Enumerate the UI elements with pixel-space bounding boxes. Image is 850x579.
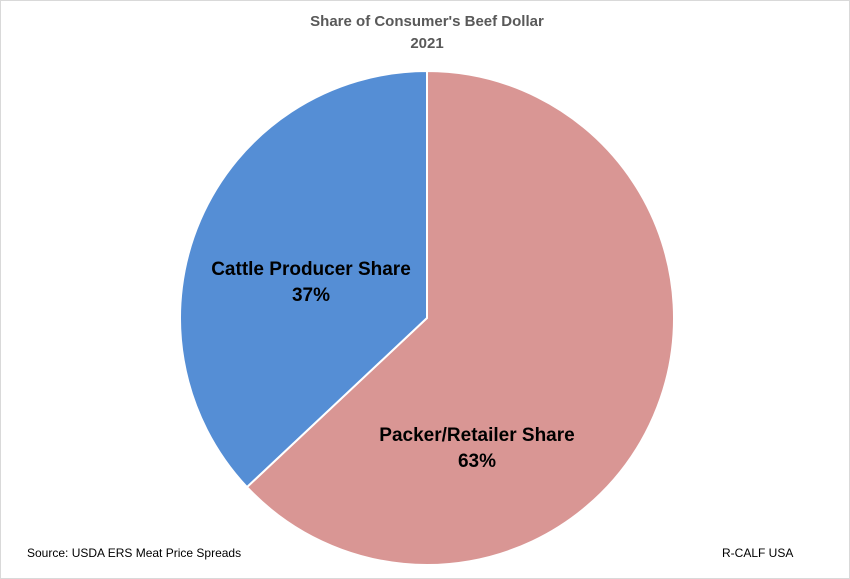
slice-value-label: 63% <box>458 451 496 472</box>
slice-value-label: 37% <box>292 285 330 306</box>
source-note: Source: USDA ERS Meat Price Spreads <box>27 546 241 560</box>
slice-category-label: Packer/Retailer Share <box>379 425 574 446</box>
credit-note: R-CALF USA <box>722 546 793 560</box>
chart-subtitle: 2021 <box>410 35 443 52</box>
slice-category-label: Cattle Producer Share <box>211 259 411 280</box>
pie-slice <box>245 69 675 566</box>
pie-slice <box>179 69 428 489</box>
chart-title: Share of Consumer's Beef Dollar <box>310 13 544 30</box>
